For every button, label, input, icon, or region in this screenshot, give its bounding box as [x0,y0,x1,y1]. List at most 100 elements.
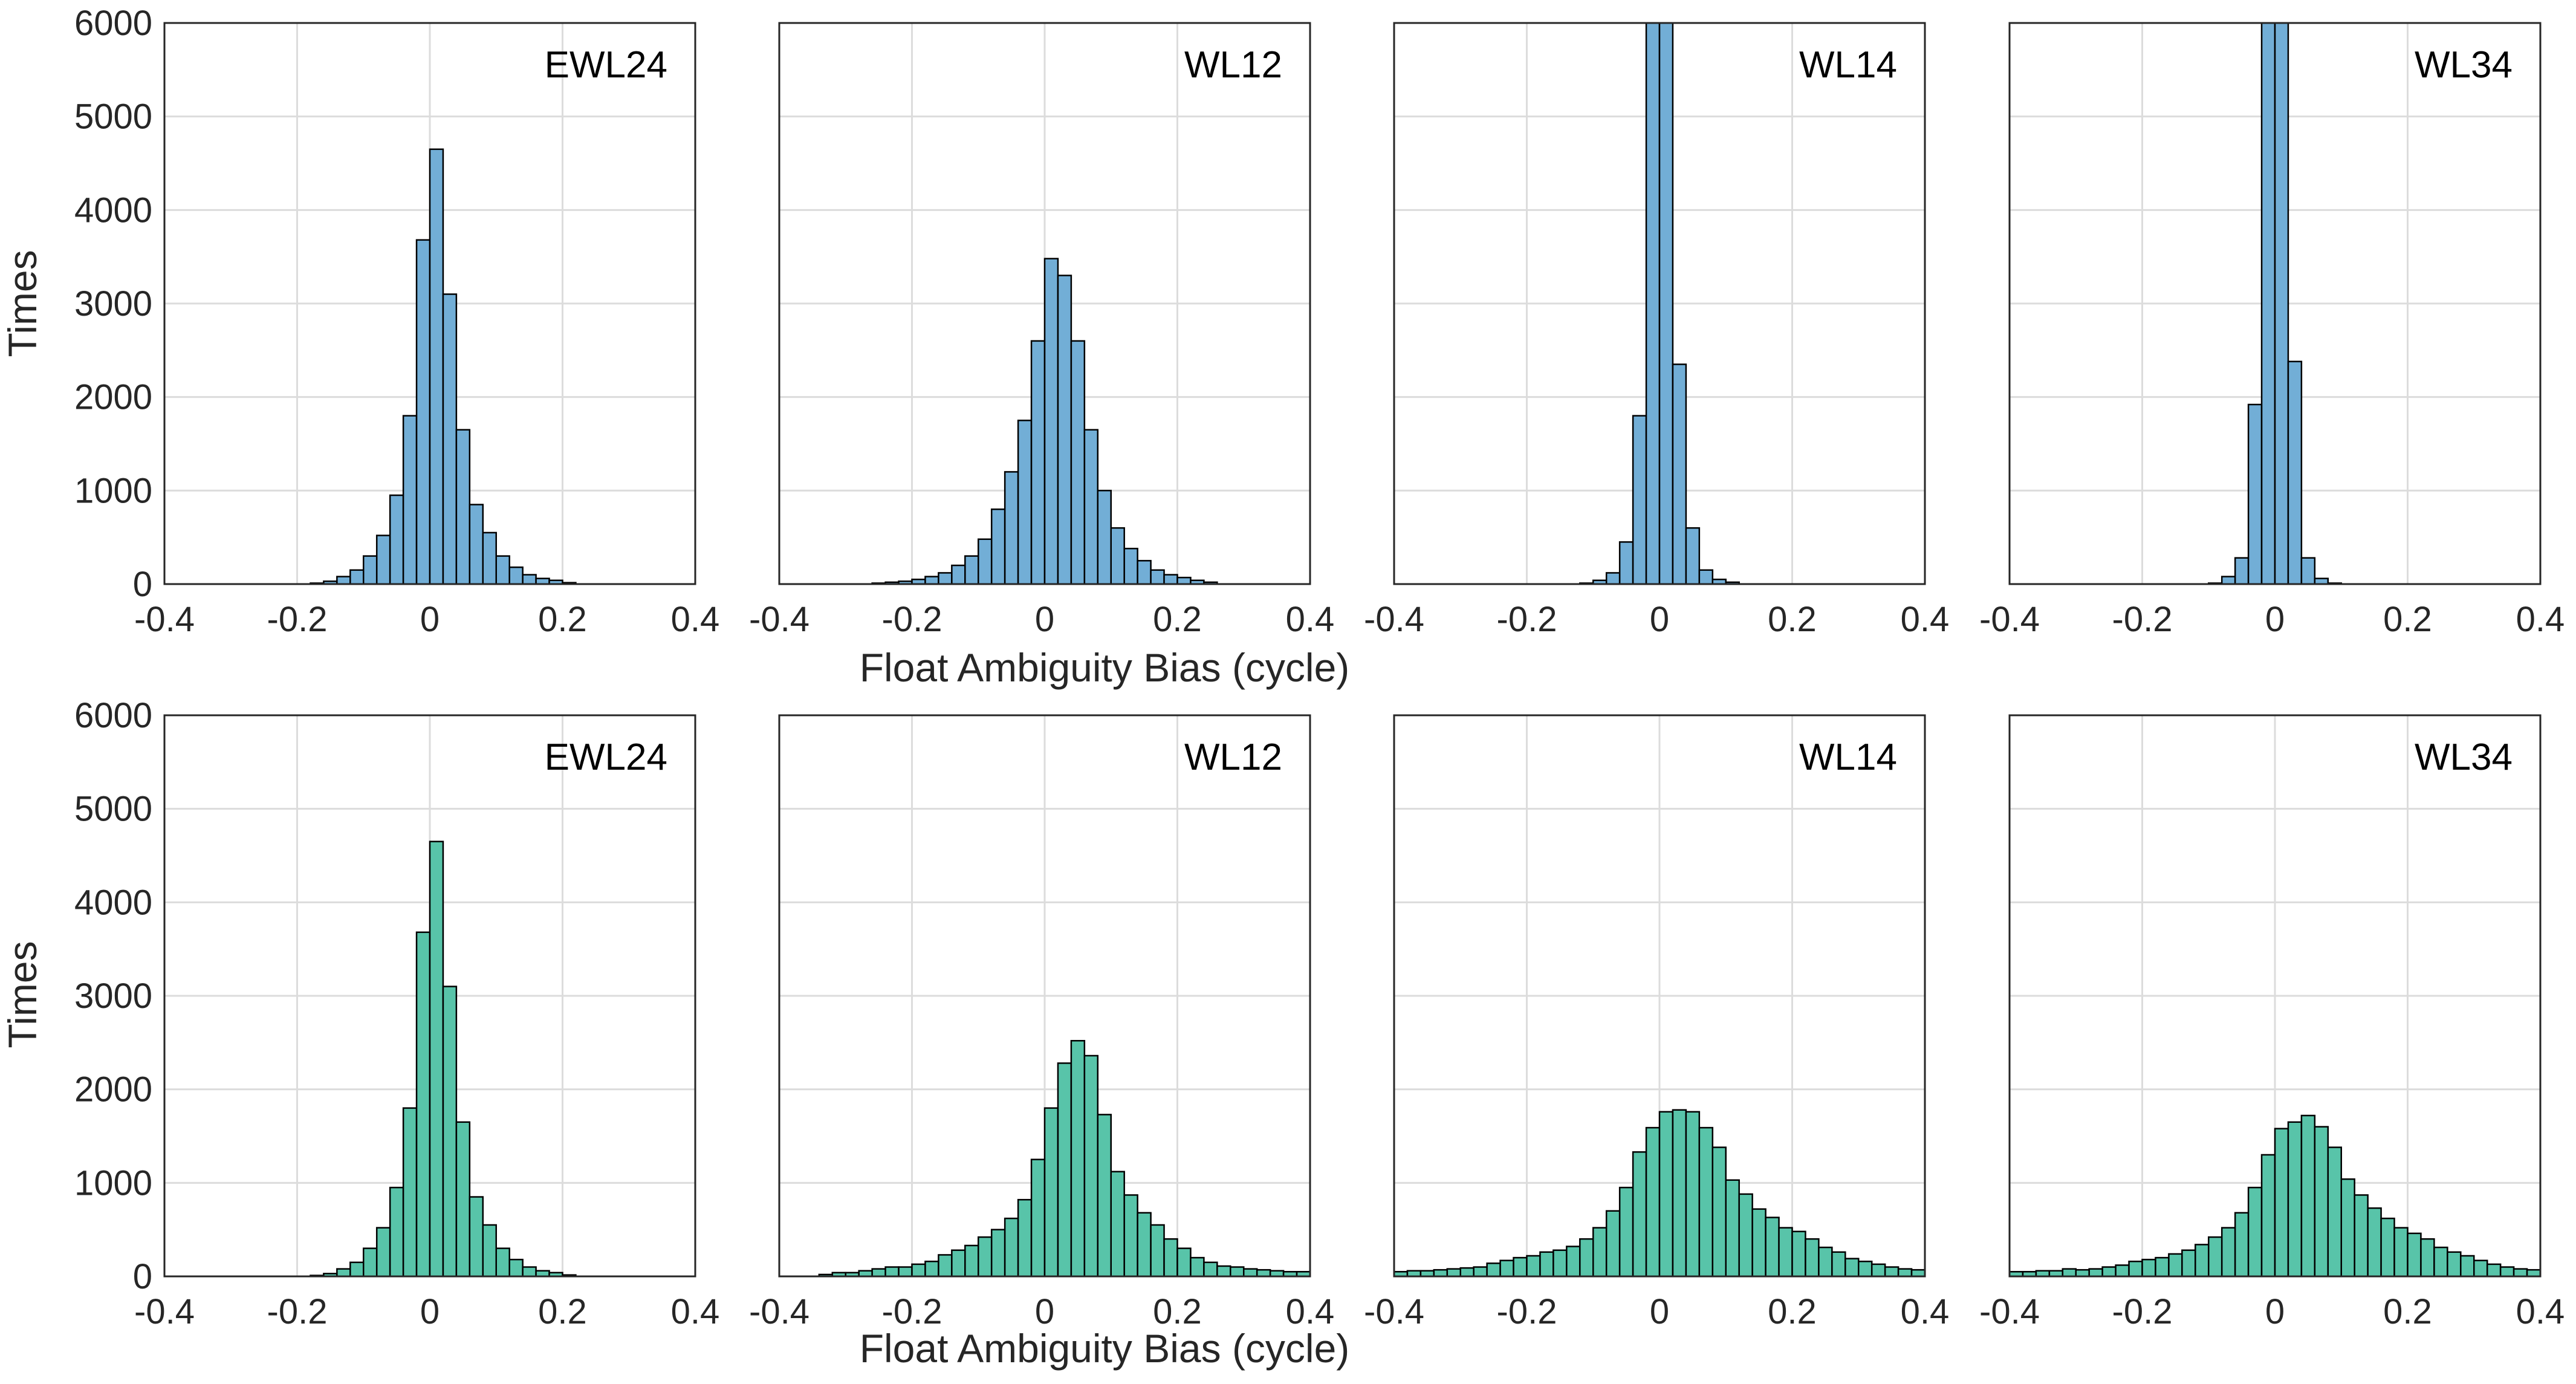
axes-frame [2008,714,2542,1278]
histogram-bar [2526,1269,2540,1276]
y-tick-label: 4000 [74,883,152,922]
histogram-bar [2115,1264,2130,1276]
histogram-bar [415,931,431,1276]
histogram-bar [495,555,510,584]
bars [818,1039,1310,1276]
axes-frame [1393,22,1926,585]
x-tick-label: 0.4 [671,600,720,639]
histogram-bar [2340,1178,2355,1276]
histogram-bar [2141,1258,2156,1276]
histogram-bar [1725,1179,1740,1276]
x-tick-label: 0 [2265,600,2285,639]
x-tick-label: -0.4 [134,600,195,639]
panel-top-wl14: -0.4 -0.2 0 0.2 0.4 WL14 [1364,22,1950,639]
histogram-bar [1698,569,1714,584]
histogram-bar [1309,1272,1310,1276]
histogram-bar [482,531,497,584]
histogram-bar [1552,1249,1568,1276]
x-tick-label: 0.4 [1286,1292,1335,1331]
x-tick-label: -0.2 [882,1292,942,1331]
histogram-bar [1791,1230,1806,1276]
bars [871,258,1218,584]
histogram-bar [2247,403,2263,584]
histogram-bar [1831,1251,1846,1276]
histogram-bar [2354,1194,2369,1276]
y-tick-label: 5000 [74,97,152,137]
histogram-bar [924,1261,939,1276]
histogram-bar [1897,1268,1913,1276]
panel-bottom-wl14: -0.4 -0.2 0 0.2 0.4 WL14 [1364,714,1950,1331]
panel-title: WL14 [1799,44,1897,86]
histogram-bar [469,504,484,584]
histogram-bar [2314,1126,2329,1276]
histogram-bar [898,1266,913,1276]
histogram-bar [2380,1217,2395,1276]
panel-title: WL34 [2415,736,2513,778]
x-tick-label: -0.2 [267,600,328,639]
histogram-bar [1004,1217,1019,1276]
histogram-bar [1070,1039,1086,1276]
histogram-bar [911,1263,926,1276]
histogram-bar [1711,1146,1727,1276]
x-tick-label: 0 [1035,1292,1054,1331]
x-tick-label: -0.4 [749,600,809,639]
x-tick-label: 0.4 [1901,600,1950,639]
axes-frame [778,714,1311,1278]
histogram-bar [442,986,458,1276]
histogram-bar [1698,1126,1714,1276]
y-tick-label: 0 [133,565,152,604]
histogram-bar [1618,541,1634,584]
panel-bottom-ewl24: -0.4 -0.2 0 0.2 0.4 0 1000 2000 3000 4000 5000 6000… [74,696,719,1331]
histogram-panels: -0.4 -0.2 0 0.2 0.4 0 1000 2000 3000 4000 5000 6000… [74,4,2565,1331]
axes-frame [1393,714,1926,1278]
y-tick-label: 6000 [74,696,152,735]
histogram-bar [2221,576,2236,584]
x-tick-label: 0.4 [1901,1292,1950,1331]
histogram-bar [375,534,391,584]
x-tick-label: 0.2 [1768,1292,1817,1331]
histogram-bar [1057,1062,1072,1276]
histogram-bar [1203,1261,1218,1276]
bars [2010,1114,2540,1276]
histogram-bar [389,494,404,584]
histogram-bar [1070,340,1086,584]
bars [1394,1109,1925,1276]
x-tick-label: -0.4 [1364,600,1424,639]
histogram-bar [1176,1247,1192,1276]
histogram-bar [2473,1259,2488,1276]
histogram-bar [508,1258,524,1276]
histogram-bar [1765,1217,1780,1276]
histogram-bar [1725,581,1740,584]
histogram-bar [336,576,351,584]
histogram-bar [1618,1186,1634,1276]
histogram-bar [1446,1268,1462,1276]
x-tick-label: 0.4 [2516,600,2565,639]
x-tick-label: -0.4 [1364,1292,1424,1331]
histogram-bar [1778,1227,1793,1276]
panel-title: WL12 [1184,44,1282,86]
histogram-bar [2287,360,2303,584]
histogram-bar [951,564,966,584]
histogram-bar [951,1249,966,1276]
histogram-bar [442,293,458,584]
histogram-bar [1163,574,1178,584]
y-tick-label: 3000 [74,976,152,1016]
histogram-bar [1150,1224,1165,1276]
x-tick-label: 0 [2265,1292,2285,1331]
x-tick-label: -0.2 [882,600,942,639]
histogram-bar [1632,1151,1647,1276]
histogram-bar [2234,1212,2250,1276]
histogram-bar [964,1244,979,1276]
histogram-bar [482,1224,497,1276]
histogram-bar [1057,275,1072,584]
histogram-bar [429,148,444,584]
histogram-bar [1910,1269,1925,1276]
x-tick-label: -0.2 [1497,600,1557,639]
histogram-bar [2499,1266,2515,1276]
histogram-bar [349,1261,365,1276]
top-row-ylabel: Times [0,250,45,357]
bottom-row-ylabel: Times [0,941,45,1048]
histogram-bar [1818,1246,1833,1276]
x-tick-label: 0.2 [1153,600,1202,639]
